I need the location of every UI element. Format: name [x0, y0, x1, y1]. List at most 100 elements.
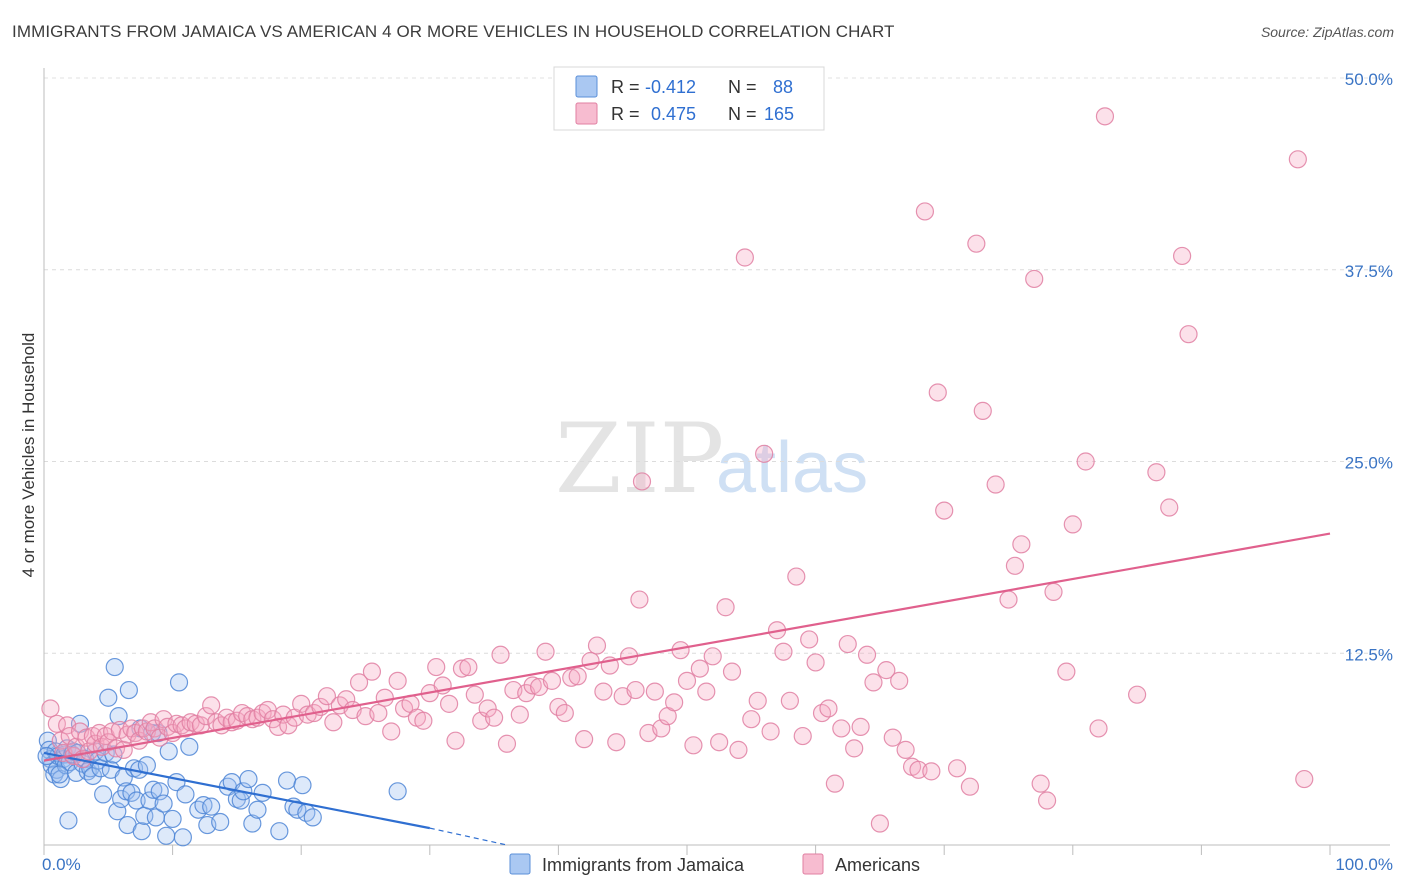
data-point [787, 567, 806, 586]
data-point [568, 667, 587, 686]
data-point [812, 703, 832, 723]
data-point [382, 722, 401, 741]
data-point [491, 645, 510, 664]
data-point [864, 673, 883, 692]
data-point [780, 691, 799, 710]
data-point [163, 809, 182, 829]
data-point [1173, 246, 1192, 266]
data-point [935, 501, 954, 520]
data-point [703, 647, 722, 666]
data-point [1179, 325, 1198, 344]
series-jamaica-points [37, 657, 407, 847]
series-americans-points [41, 107, 1314, 833]
data-point [41, 699, 60, 718]
data-point [845, 739, 864, 758]
data-point [196, 707, 216, 726]
data-point [555, 703, 574, 723]
data-point [630, 590, 649, 609]
data-point [587, 636, 607, 655]
data-point [1005, 556, 1025, 575]
data-point [825, 774, 844, 793]
data-point [1147, 463, 1166, 482]
data-point [439, 694, 459, 713]
legend-swatch-americans [575, 102, 598, 125]
data-point [173, 828, 192, 847]
x-tick-label-max: 100.0% [1335, 855, 1393, 874]
data-point [761, 722, 780, 741]
data-point [303, 808, 322, 827]
data-point [838, 634, 857, 654]
data-point [140, 791, 159, 810]
data-point [967, 234, 986, 253]
data-point [99, 688, 118, 707]
data-point [388, 671, 407, 690]
data-point [277, 771, 297, 790]
data-point [710, 733, 729, 752]
legend-n-value-americans: 165 [764, 104, 794, 124]
data-point [243, 814, 262, 833]
data-point [915, 202, 935, 221]
legend-n-label: N = [728, 104, 757, 124]
data-point [806, 653, 825, 672]
data-point [1095, 107, 1115, 126]
data-point [607, 733, 626, 752]
data-point [755, 444, 774, 463]
data-point [1057, 662, 1076, 681]
data-point [375, 688, 394, 707]
data-point [690, 659, 709, 678]
data-point [59, 811, 78, 830]
data-point [536, 642, 555, 661]
data-point [729, 740, 748, 759]
data-point [1012, 535, 1031, 554]
data-point [999, 590, 1018, 609]
data-point [562, 668, 581, 687]
legend-bottom-swatch-jamaica [509, 853, 531, 875]
data-point [1025, 269, 1044, 289]
y-tick-label: 50.0% [1345, 70, 1393, 89]
data-point [248, 800, 267, 819]
data-point [465, 685, 484, 704]
data-point [697, 682, 716, 701]
data-point [414, 711, 433, 730]
data-point [877, 661, 896, 680]
data-point [317, 687, 337, 706]
data-point [735, 248, 754, 267]
data-point [362, 662, 382, 681]
chart-title: IMMIGRANTS FROM JAMAICA VS AMERICAN 4 OR… [12, 22, 895, 41]
data-point [819, 699, 838, 718]
data-point [677, 671, 697, 690]
legend-top: R = -0.412 N = 88 R = 0.475 N = 165 [553, 66, 825, 131]
data-point [270, 822, 289, 841]
data-point [742, 710, 761, 729]
data-point [1089, 719, 1108, 738]
data-point [103, 722, 122, 741]
tick-labels: 12.5% 25.0% 37.5% 50.0% 0.0% 100.0% [42, 70, 1393, 874]
data-point [324, 713, 343, 732]
y-tick-label: 37.5% [1345, 262, 1393, 281]
data-point [349, 673, 369, 692]
legend-swatch-jamaica [575, 75, 598, 98]
data-point [857, 645, 877, 664]
data-point [109, 707, 128, 726]
legend-r-value-americans: 0.475 [651, 104, 696, 124]
data-point [947, 759, 967, 778]
legend-r-value-jamaica: -0.412 [645, 77, 696, 97]
trend-lines [43, 532, 1331, 846]
data-point [253, 783, 272, 802]
data-point [427, 657, 446, 677]
data-point [632, 472, 652, 491]
y-tick-label: 12.5% [1345, 645, 1393, 664]
data-point [176, 785, 195, 804]
data-point [459, 657, 478, 677]
data-point [239, 769, 258, 789]
legend-top-box [553, 66, 825, 131]
data-point [800, 630, 819, 649]
data-point [1076, 452, 1095, 471]
data-point [542, 671, 562, 690]
data-point [523, 676, 542, 695]
data-point [1160, 498, 1179, 517]
watermark: ZIP atlas [555, 403, 868, 515]
legend-bottom-label-americans: Americans [835, 855, 920, 875]
data-point [851, 717, 870, 736]
